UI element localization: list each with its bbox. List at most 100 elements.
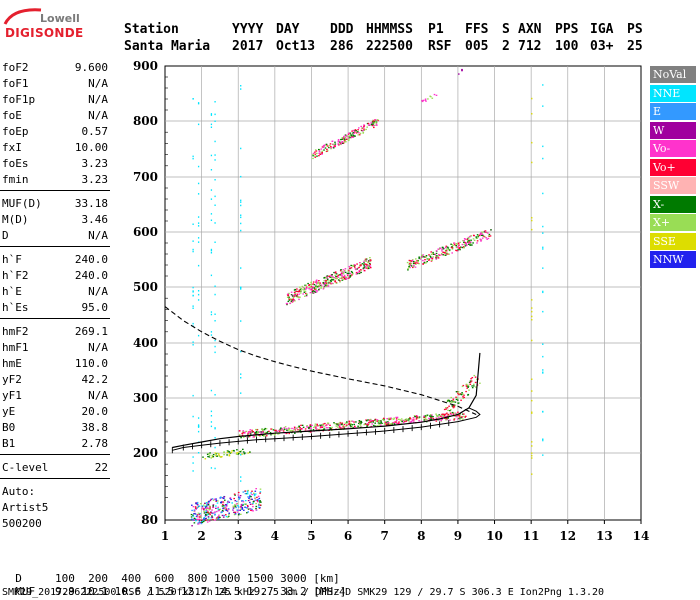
echo-dot (315, 150, 318, 152)
echo-dot (193, 517, 196, 519)
echo-dot (396, 416, 399, 418)
echo-dot (450, 246, 453, 249)
echo-dot (470, 378, 472, 380)
echo-dot (234, 511, 236, 513)
echo-dot (215, 507, 217, 509)
header-value-4: 222500 (366, 39, 413, 54)
echo-dot (207, 511, 209, 513)
echo-dot (358, 266, 360, 269)
x-tick-label: 10 (486, 529, 503, 543)
noise-dot (531, 473, 533, 475)
param-value: 3.46 (81, 213, 109, 226)
echo-dot (462, 397, 464, 400)
echo-dot (338, 143, 340, 145)
noise-dot (240, 377, 242, 379)
echo-dot (292, 300, 294, 302)
echo-dot (192, 506, 195, 508)
echo-dot (337, 140, 340, 142)
noise-dot (214, 113, 216, 116)
noise-dot (240, 288, 242, 290)
echo-dot (234, 513, 237, 515)
echo-dot (201, 505, 204, 507)
noise-dot (192, 305, 194, 307)
echo-dot (463, 247, 465, 249)
echo-dot (321, 425, 323, 427)
echo-dot (435, 413, 437, 415)
echo-dot (323, 283, 325, 285)
echo-dot (198, 518, 201, 520)
echo-dot (352, 132, 355, 134)
echo-dot (325, 145, 328, 147)
echo-dot (452, 398, 455, 400)
echo-dot (451, 248, 454, 250)
echo-dot (460, 417, 462, 419)
echo-dot (327, 285, 330, 287)
noise-dot (197, 425, 200, 428)
echo-dot (305, 292, 307, 295)
echo-dot (240, 513, 242, 515)
echo-dot (350, 420, 353, 422)
echo-dot (449, 410, 451, 412)
echo-dot (440, 416, 442, 418)
echo-dot (352, 133, 354, 135)
echo-dot (386, 421, 388, 423)
noise-dot (531, 228, 533, 231)
echo-dot (255, 507, 257, 510)
echo-dot (344, 276, 347, 278)
echo-dot (193, 510, 196, 512)
echo-dot (214, 519, 216, 521)
echo-dot (239, 451, 242, 453)
echo-dot (408, 266, 410, 269)
echo-dot (340, 138, 342, 141)
echo-dot (458, 393, 460, 395)
echo-dot (360, 420, 362, 423)
echo-dot (223, 452, 225, 454)
echo-dot (326, 150, 328, 152)
echo-dot (346, 422, 348, 424)
echo-dot (237, 506, 240, 508)
echo-dot (369, 263, 371, 265)
echo-dot (247, 489, 249, 492)
echo-dot (459, 249, 461, 251)
echo-dot (204, 505, 206, 507)
echo-dot (379, 422, 381, 424)
echo-dot (409, 418, 412, 420)
echo-dot (196, 514, 199, 516)
echo-dot (452, 413, 455, 415)
echo-dot (216, 452, 219, 454)
panel-divider (0, 190, 110, 191)
param-row-ye: yE 20.0 (2, 405, 108, 418)
echo-dot (320, 284, 323, 286)
echo-dot (285, 428, 288, 430)
noise-dot (192, 157, 194, 160)
header-value-0: Santa Maria (124, 39, 211, 54)
echo-dot (277, 433, 279, 435)
noise-dot (192, 286, 194, 289)
header-label-7: S (502, 22, 510, 37)
echo-dot (216, 517, 218, 519)
echo-dot (298, 293, 301, 295)
echo-dot (323, 284, 326, 286)
echo-dot (310, 425, 312, 427)
echo-dot (461, 243, 464, 246)
noise-dot (197, 430, 200, 433)
echo-dot (320, 152, 322, 154)
noise-dot (197, 165, 200, 168)
echo-dot (325, 284, 327, 286)
echo-dot (461, 385, 464, 388)
echo-dot (221, 514, 224, 517)
echo-dot (240, 503, 243, 506)
echo-dot (431, 258, 434, 260)
plot-frame (164, 65, 642, 521)
echo-dot (310, 287, 312, 289)
echo-dot (377, 119, 379, 122)
echo-dot (283, 428, 286, 430)
echo-dot (395, 421, 397, 423)
echo-dot (203, 512, 206, 514)
echo-dot (218, 514, 220, 516)
echo-dot (341, 272, 343, 274)
noise-dot (210, 274, 213, 277)
echo-dot (199, 515, 201, 517)
echo-dot (487, 237, 490, 240)
echo-dot (255, 502, 257, 505)
